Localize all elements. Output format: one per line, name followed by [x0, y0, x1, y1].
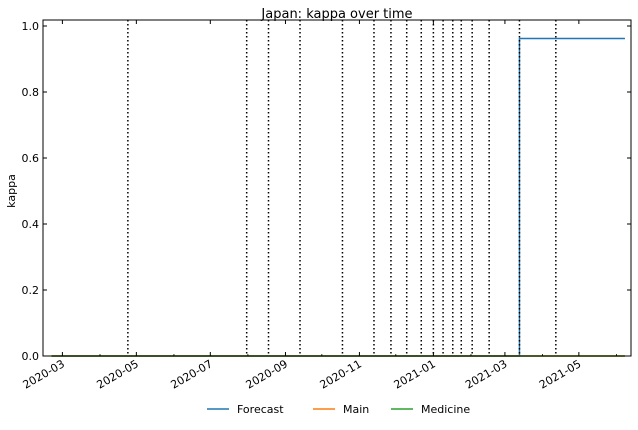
plot-frame	[42, 19, 632, 357]
y-tick-label: 0.4	[22, 218, 40, 231]
y-tick-label: 0.8	[22, 86, 40, 99]
y-axis: 0.0 0.2 0.4 0.6 0.8 1.0	[22, 20, 631, 363]
y-tick-label: 1.0	[22, 20, 40, 33]
series-line-forecast	[51, 37, 625, 357]
y-tick-label: 0.0	[22, 350, 40, 363]
x-tick-label: 2020-05	[95, 357, 141, 391]
x-tick-label: 2020-07	[168, 357, 214, 391]
x-tick-label: 2021-03	[463, 357, 509, 391]
x-tick-label: 2020-11	[318, 357, 364, 391]
y-tick-label: 0.2	[22, 284, 40, 297]
chart-title: Japan: kappa over time	[260, 7, 412, 22]
legend: Forecast Main Medicine	[207, 403, 470, 416]
x-tick-label: 2021-01	[392, 357, 438, 391]
x-tick-label: 2020-09	[244, 357, 290, 391]
legend-label-main: Main	[343, 403, 369, 416]
plot-area	[51, 20, 625, 357]
x-tick-label: 2021-05	[537, 357, 583, 391]
y-tick-label: 0.6	[22, 152, 40, 165]
x-axis: 2020-03 2020-05 2020-07 2020-09 2020-11 2021-…	[21, 20, 617, 392]
legend-label-forecast: Forecast	[237, 403, 284, 416]
y-axis-label: kappa	[5, 174, 18, 208]
legend-label-medicine: Medicine	[421, 403, 470, 416]
